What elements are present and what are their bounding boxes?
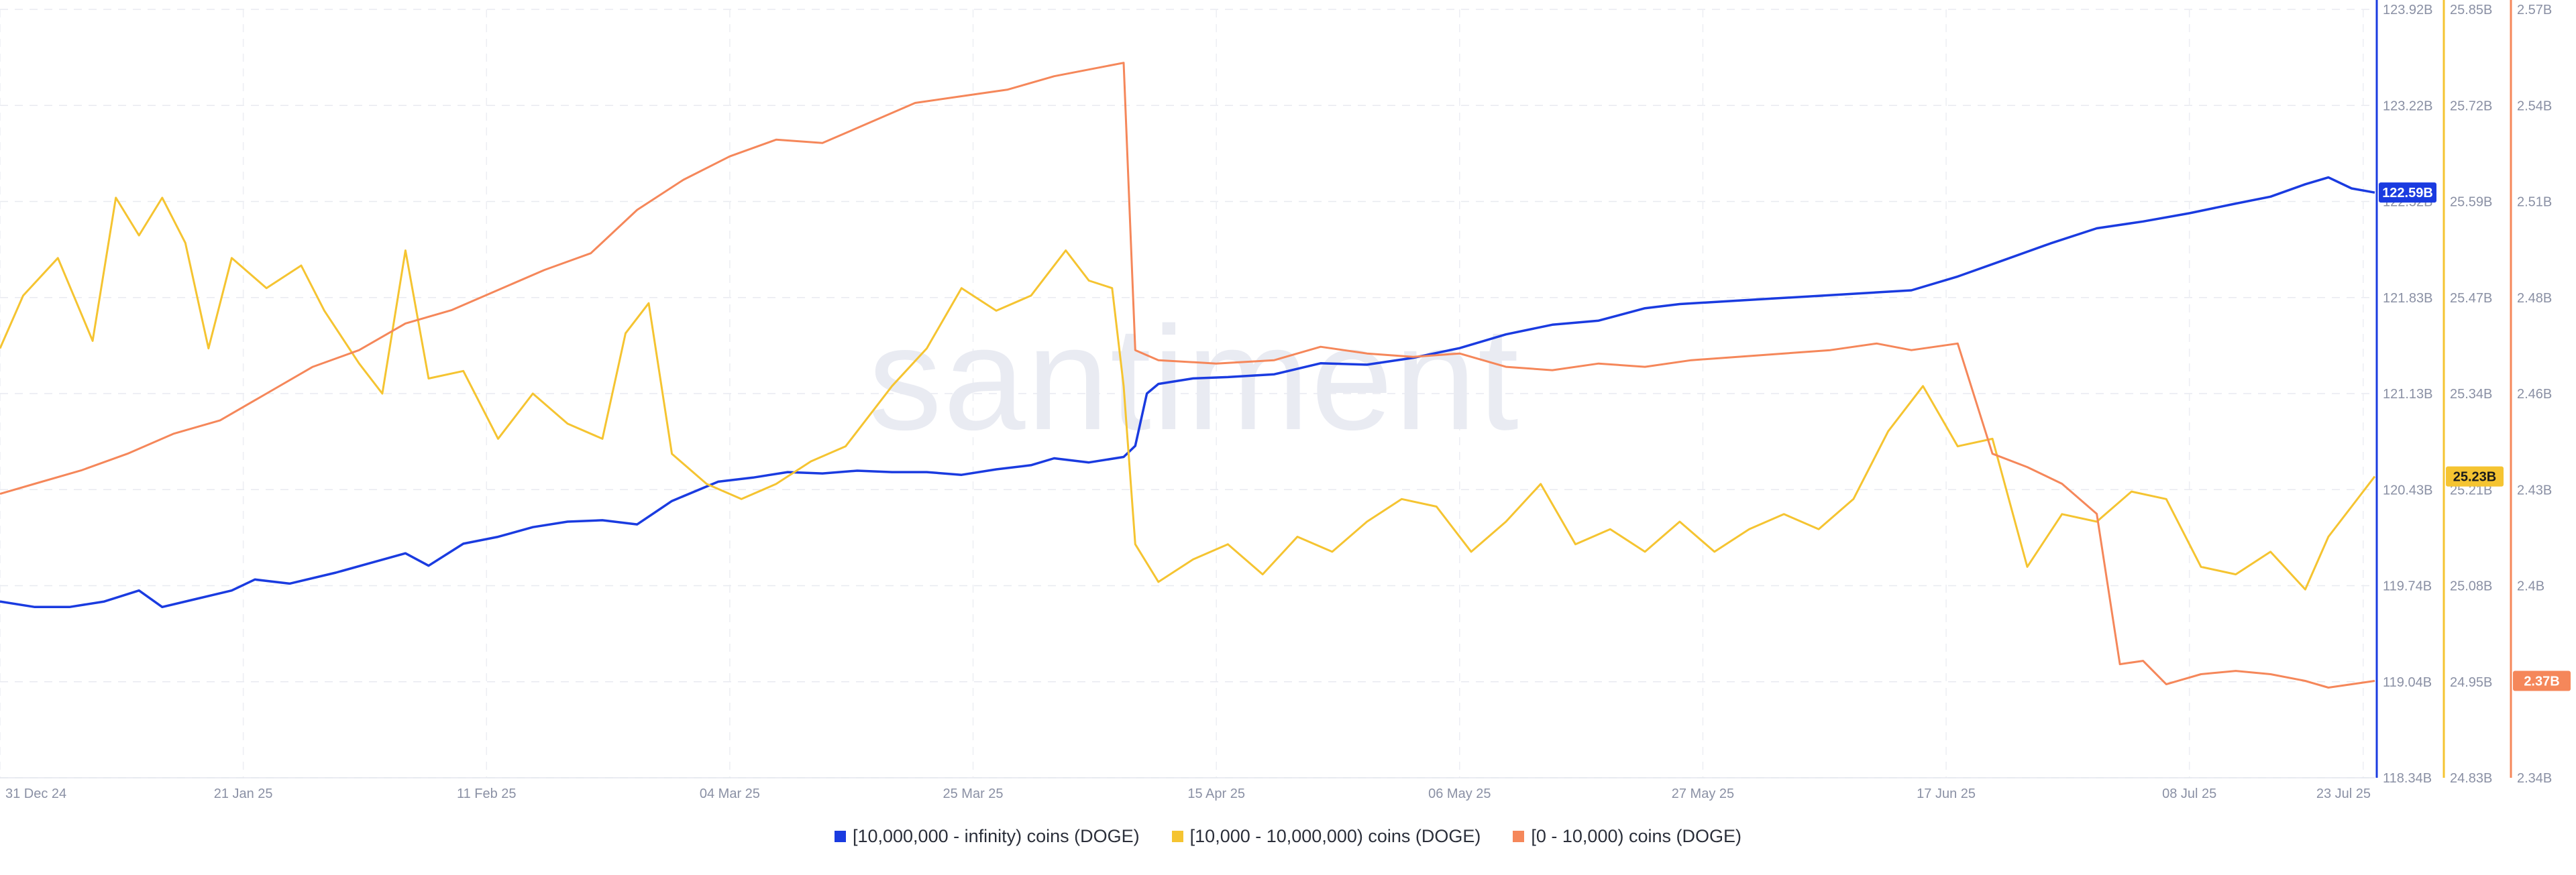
last-value-badge-orange: 2.37B xyxy=(2513,670,2571,691)
y-tick-label-blue: 123.22B xyxy=(2383,99,2433,113)
y-tick-label-blue: 121.83B xyxy=(2383,291,2433,306)
grid xyxy=(0,9,2375,778)
chart-legend: [10,000,000 - infinity) coins (DOGE) [10,… xyxy=(0,826,2576,847)
y-tick-label-orange: 2.57B xyxy=(2517,3,2552,17)
badge-bg xyxy=(2379,182,2436,203)
y-tick-label-yellow: 24.95B xyxy=(2450,675,2492,690)
series-line-blue xyxy=(0,176,2375,609)
y-tick-label-yellow: 25.21B xyxy=(2450,483,2492,498)
legend-swatch xyxy=(1513,831,1525,842)
y-tick-label-orange: 2.43B xyxy=(2517,483,2552,498)
y-tick-label-blue: 121.13B xyxy=(2383,387,2433,402)
y-tick-label-yellow: 24.83B xyxy=(2450,771,2492,786)
y-tick-label-yellow: 25.85B xyxy=(2450,3,2492,17)
series-line-yellow xyxy=(0,196,2376,591)
x-tick-label: 31 Dec 24 xyxy=(5,786,66,801)
y-tick-label-orange: 2.51B xyxy=(2517,195,2552,210)
x-tick-label: 25 Mar 25 xyxy=(943,786,1004,801)
y-tick-label-blue: 119.74B xyxy=(2383,579,2432,594)
last-value-badge-yellow: 25.23B xyxy=(2446,466,2504,487)
y-tick-label-blue: 123.92B xyxy=(2383,3,2433,17)
x-tick-label: 27 May 25 xyxy=(1672,786,1734,801)
x-tick-label: 08 Jul 25 xyxy=(2162,786,2216,801)
last-value-badge-blue: 122.59B xyxy=(2379,182,2436,203)
y-tick-label-yellow: 25.72B xyxy=(2450,99,2492,113)
x-tick-label: 04 Mar 25 xyxy=(700,786,760,801)
badge-bg xyxy=(2513,670,2571,691)
y-tick-label-yellow: 25.34B xyxy=(2450,387,2492,402)
last-value-badges: 122.59B 25.23B 2.37B xyxy=(2379,182,2571,691)
legend-item-blue[interactable]: [10,000,000 - infinity) coins (DOGE) xyxy=(834,826,1140,847)
y-tick-label-orange: 2.34B xyxy=(2517,771,2552,786)
legend-swatch xyxy=(1171,831,1183,842)
y-tick-label-yellow: 25.59B xyxy=(2450,195,2492,210)
y-tick-label-orange: 2.48B xyxy=(2517,291,2552,306)
badge-value: 2.37B xyxy=(2524,675,2559,689)
x-tick-label: 15 Apr 25 xyxy=(1187,786,1245,801)
y-tick-label-orange: 2.4B xyxy=(2517,579,2544,594)
y-tick-label-yellow: 25.08B xyxy=(2450,579,2492,594)
badge-value: 25.23B xyxy=(2453,470,2497,485)
y-tick-label-blue: 120.43B xyxy=(2383,483,2433,498)
legend-label: [0 - 10,000) coins (DOGE) xyxy=(1531,826,1742,846)
x-tick-label: 06 May 25 xyxy=(1428,786,1491,801)
y-tick-label-yellow: 25.47B xyxy=(2450,291,2492,306)
x-tick-label: 17 Jun 25 xyxy=(1917,786,1976,801)
y-tick-label-orange: 2.46B xyxy=(2517,387,2552,402)
y-tick-label-blue: 118.34B xyxy=(2383,771,2432,786)
legend-swatch xyxy=(834,831,846,842)
legend-item-orange[interactable]: [0 - 10,000) coins (DOGE) xyxy=(1513,826,1741,847)
y-tick-label-orange: 2.54B xyxy=(2517,99,2552,113)
x-tick-label: 21 Jan 25 xyxy=(214,786,273,801)
legend-label: [10,000 - 10,000,000) coins (DOGE) xyxy=(1189,826,1481,846)
legend-item-yellow[interactable]: [10,000 - 10,000,000) coins (DOGE) xyxy=(1171,826,1481,847)
series-line-orange xyxy=(0,62,2375,689)
x-tick-label: 23 Jul 25 xyxy=(2316,786,2371,801)
legend-label: [10,000,000 - infinity) coins (DOGE) xyxy=(852,826,1140,846)
x-axis: 31 Dec 24 21 Jan 25 11 Feb 25 04 Mar 25 25 M… xyxy=(5,786,2371,801)
badge-value: 122.59B xyxy=(2382,186,2433,200)
series-layer xyxy=(0,62,2376,689)
x-tick-label: 11 Feb 25 xyxy=(457,786,517,801)
y-tick-label-blue: 119.04B xyxy=(2383,675,2432,690)
axes: 123.92B123.22B122.52B121.83B121.13B120.4… xyxy=(2375,0,2552,786)
badge-bg xyxy=(2446,466,2504,487)
